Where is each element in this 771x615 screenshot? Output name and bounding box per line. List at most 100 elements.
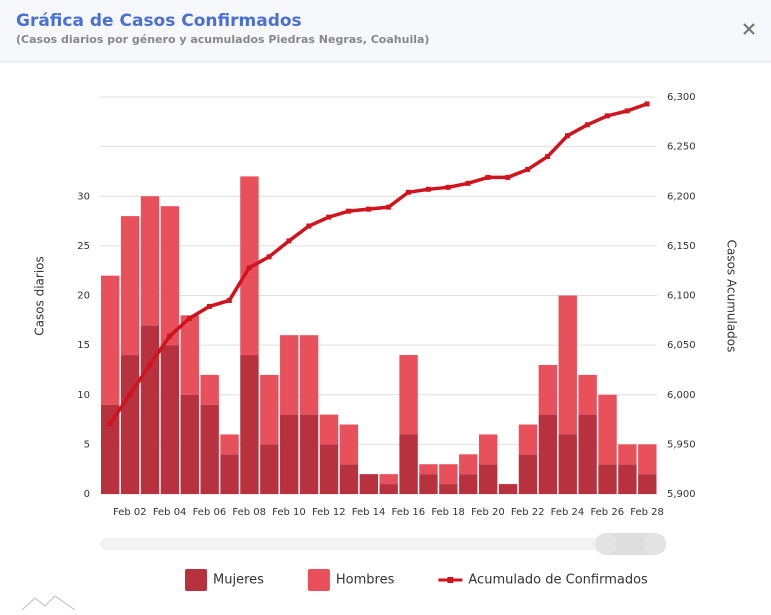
bar-segment (439, 484, 458, 494)
bar-segment (299, 335, 319, 415)
bar-segment (478, 434, 498, 465)
bar-segment (419, 464, 438, 475)
bar-segment (558, 434, 577, 494)
bar-segment (280, 414, 299, 494)
bar-segment (478, 464, 498, 494)
x-tick-label: Feb 18 (431, 507, 465, 518)
bar-segment (339, 464, 359, 494)
bar-segment (638, 474, 657, 494)
y-tick-label: 10 (77, 390, 90, 401)
legend-label: Mujeres (213, 573, 264, 588)
bar-segment (538, 364, 558, 415)
line-marker (366, 206, 372, 212)
bar-segment (280, 335, 299, 415)
y-tick-label: 15 (77, 340, 90, 351)
navigator-handle-left[interactable] (595, 533, 617, 555)
x-tick-label: Feb 28 (630, 507, 664, 518)
bar-segment (578, 414, 597, 494)
header (0, 0, 771, 62)
line-marker (465, 180, 471, 186)
bar-segment (339, 424, 359, 465)
line-marker (147, 362, 153, 368)
line-marker (107, 421, 113, 427)
line-marker (246, 265, 252, 271)
bar-segment (101, 275, 120, 405)
y2-axis-title: Casos Acumulados (725, 240, 739, 353)
y-axis-title: Casos diarios (33, 256, 47, 336)
bar-segment (120, 216, 140, 356)
y-tick-label: 20 (77, 291, 90, 302)
bar-segment (538, 414, 558, 494)
line-marker (584, 122, 590, 128)
x-tick-label: Feb 20 (471, 507, 505, 518)
bar-segment (319, 444, 339, 494)
bar-segment (260, 444, 279, 494)
x-tick-label: Feb 10 (272, 507, 306, 518)
y-tick-label: 30 (77, 191, 90, 202)
x-tick-label: Feb 02 (113, 507, 147, 518)
line-marker (445, 184, 451, 190)
x-tick-label: Feb 16 (392, 507, 426, 518)
bar-segment (299, 414, 319, 494)
x-tick-label: Feb 22 (511, 507, 545, 518)
line-marker (206, 303, 212, 309)
y2-tick-label: 5,900 (667, 489, 696, 500)
bar-segment (359, 474, 378, 494)
y2-tick-label: 6,250 (667, 142, 696, 153)
bar-segment (200, 404, 219, 494)
line-marker (604, 113, 610, 119)
bar-segment (160, 345, 180, 494)
bar-segment (638, 444, 657, 475)
bar-segment (399, 355, 418, 435)
chart-subtitle: (Casos diarios por género y acumulados P… (16, 33, 429, 46)
bar-segment (379, 474, 398, 485)
line (108, 102, 648, 425)
line-marker (127, 392, 133, 398)
bar-segment (618, 444, 637, 465)
line-marker (485, 174, 491, 180)
bar-segment (459, 474, 478, 494)
navigator-handle-right[interactable] (643, 533, 665, 555)
bar-segment (439, 464, 458, 485)
close-button[interactable] (743, 23, 755, 35)
line-marker (385, 204, 391, 210)
line-marker (505, 174, 511, 180)
bar-segment (260, 374, 279, 445)
line-marker (167, 333, 173, 339)
bar-segment (220, 434, 239, 455)
line-marker (425, 186, 431, 192)
y2-tick-label: 5,950 (667, 439, 696, 450)
y2-tick-label: 6,100 (667, 291, 696, 302)
line-marker (564, 133, 570, 139)
bar-segment (558, 295, 577, 435)
bar-segment (101, 404, 120, 494)
x-tick-label: Feb 12 (312, 507, 346, 518)
bar-segment (140, 196, 160, 326)
bar-segment (120, 355, 140, 494)
logo (21, 595, 76, 611)
y2-tick-label: 6,300 (667, 92, 696, 103)
x-tick-label: Feb 06 (193, 507, 227, 518)
navigator-track[interactable] (100, 538, 660, 550)
legend-swatch (307, 569, 330, 591)
bar-segment (160, 206, 180, 346)
bar-segment (498, 484, 518, 494)
legend-marker (447, 577, 454, 583)
line-marker (624, 108, 630, 114)
x-tick-label: Feb 08 (232, 507, 266, 518)
y2-tick-label: 6,150 (667, 241, 696, 252)
bar-segment (200, 374, 219, 405)
x-tick-label: Feb 24 (551, 507, 585, 518)
y2-tick-label: 6,200 (667, 191, 696, 202)
bar-segment (518, 454, 538, 494)
bar-segment (399, 434, 418, 494)
bar-segment (618, 464, 637, 494)
y2-tick-label: 6,050 (667, 340, 696, 351)
legend-swatch (185, 569, 207, 591)
bar-segment (379, 484, 398, 494)
line-marker (306, 223, 312, 229)
line-marker (286, 238, 292, 244)
line-marker (187, 315, 193, 321)
bar-segment (459, 454, 478, 475)
